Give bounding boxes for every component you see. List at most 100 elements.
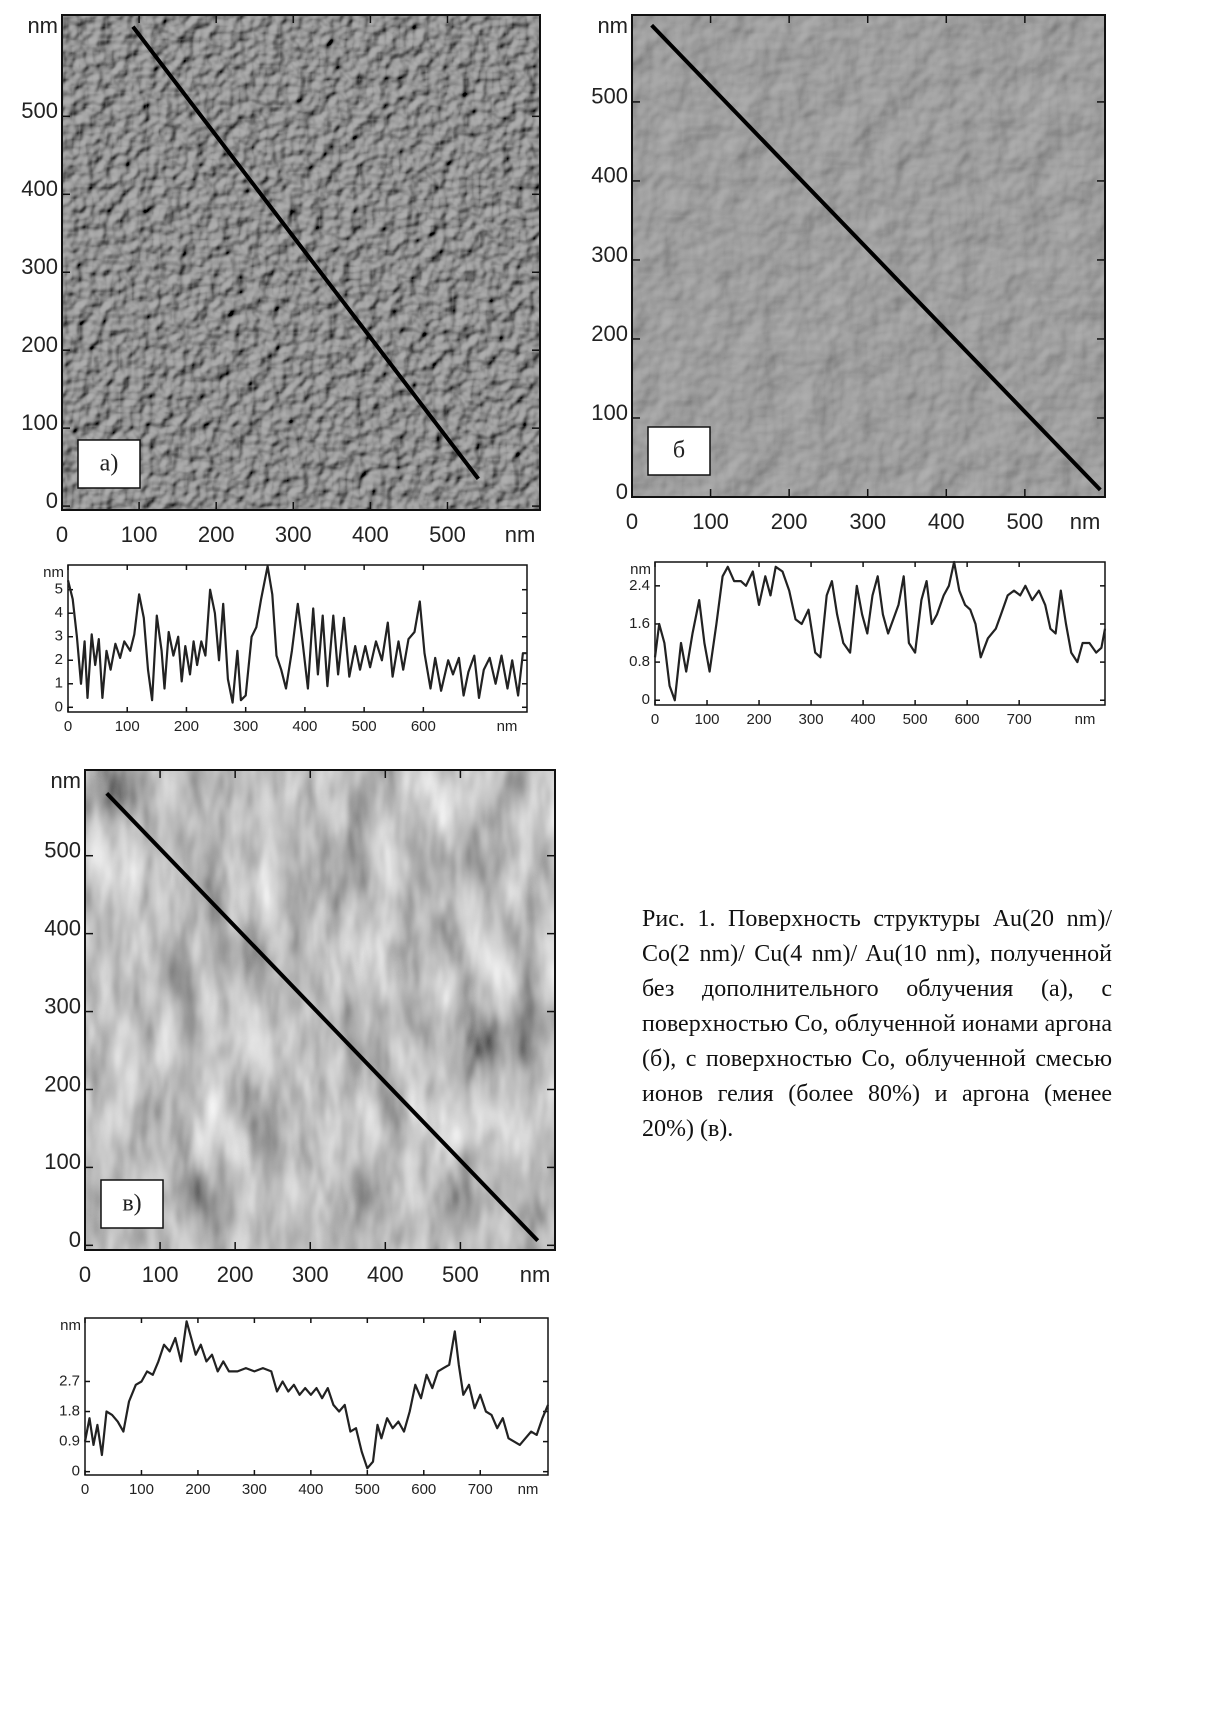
scan-line xyxy=(131,25,480,481)
scan-line xyxy=(105,791,540,1243)
y-tick-label: 200 xyxy=(21,332,58,357)
x-tick-label: 400 xyxy=(928,509,965,534)
x-tick-label: 400 xyxy=(292,718,317,735)
x-tick-label: 100 xyxy=(129,1481,154,1498)
afm-image xyxy=(632,15,1105,497)
x-tick-label: 700 xyxy=(1007,711,1032,728)
plot-frame xyxy=(67,564,528,713)
y-axis-unit: nm xyxy=(597,13,628,38)
x-tick-label: 0 xyxy=(81,1481,89,1498)
y-tick-label: 400 xyxy=(591,163,628,188)
x-tick-label: 400 xyxy=(352,522,389,547)
y-tick-label: 0.8 xyxy=(629,653,650,670)
x-tick-label: 500 xyxy=(429,522,466,547)
y-tick-label: 500 xyxy=(44,838,81,863)
x-tick-label: 500 xyxy=(1006,509,1043,534)
profile-line xyxy=(83,1320,550,1470)
y-tick-label: 5 xyxy=(55,581,63,598)
y-tick-label: 200 xyxy=(591,321,628,346)
x-tick-label: 200 xyxy=(217,1262,254,1287)
x-tick-label: 500 xyxy=(352,718,377,735)
y-tick-label: 400 xyxy=(21,176,58,201)
x-tick-label: 500 xyxy=(903,711,928,728)
y-tick-label: 1.6 xyxy=(629,615,650,632)
y-tick-label: 0 xyxy=(72,1463,80,1480)
y-tick-label: 500 xyxy=(21,98,58,123)
y-tick-label: 500 xyxy=(591,84,628,109)
x-tick-label: 700 xyxy=(468,1481,493,1498)
afm-image xyxy=(62,15,540,510)
y-tick-label: 2.4 xyxy=(629,577,650,594)
profile-line xyxy=(66,565,527,704)
x-axis-unit: nm xyxy=(505,522,536,547)
x-tick-label: 0 xyxy=(64,718,72,735)
x-tick-label: 300 xyxy=(292,1262,329,1287)
panel-label: б xyxy=(673,438,685,464)
x-tick-label: 100 xyxy=(121,522,158,547)
plot-frame xyxy=(84,769,556,1251)
panel-label: в) xyxy=(122,1191,141,1217)
y-axis-unit: nm xyxy=(43,564,64,581)
x-tick-label: 100 xyxy=(142,1262,179,1287)
x-tick-label: 400 xyxy=(298,1481,323,1498)
x-tick-label: 500 xyxy=(442,1262,479,1287)
y-tick-label: 200 xyxy=(44,1071,81,1096)
y-tick-label: 3 xyxy=(55,628,63,645)
profile-line xyxy=(653,560,1107,702)
x-tick-label: 300 xyxy=(275,522,312,547)
plot-frame xyxy=(84,1317,549,1476)
y-tick-label: 2.7 xyxy=(59,1372,80,1389)
x-axis-unit: nm xyxy=(1070,509,1101,534)
y-tick-label: 300 xyxy=(21,254,58,279)
x-tick-label: 200 xyxy=(747,711,772,728)
x-axis-unit: nm xyxy=(1075,711,1096,728)
x-tick-label: 600 xyxy=(411,1481,436,1498)
y-axis-unit: nm xyxy=(50,768,81,793)
y-tick-label: 4 xyxy=(55,604,63,621)
x-axis-unit: nm xyxy=(497,718,518,735)
y-tick-label: 0 xyxy=(55,698,63,715)
scan-line xyxy=(650,23,1102,492)
x-tick-label: 100 xyxy=(115,718,140,735)
x-tick-label: 0 xyxy=(651,711,659,728)
y-axis-unit: nm xyxy=(27,13,58,38)
x-tick-label: 300 xyxy=(242,1481,267,1498)
panel-label-box xyxy=(100,1179,164,1229)
plot-frame xyxy=(61,14,541,511)
y-tick-label: 0 xyxy=(616,479,628,504)
y-axis-unit: nm xyxy=(630,561,651,578)
x-tick-label: 600 xyxy=(411,718,436,735)
y-tick-label: 300 xyxy=(44,993,81,1018)
y-axis-unit: nm xyxy=(60,1317,81,1334)
y-tick-label: 1 xyxy=(55,675,63,692)
x-tick-label: 400 xyxy=(367,1262,404,1287)
y-tick-label: 2 xyxy=(55,651,63,668)
x-tick-label: 300 xyxy=(799,711,824,728)
x-tick-label: 200 xyxy=(174,718,199,735)
panel-label-box xyxy=(77,439,141,489)
y-tick-label: 100 xyxy=(44,1149,81,1174)
x-tick-label: 200 xyxy=(198,522,235,547)
y-tick-label: 100 xyxy=(21,410,58,435)
y-tick-label: 400 xyxy=(44,915,81,940)
x-tick-label: 300 xyxy=(849,509,886,534)
y-tick-label: 0 xyxy=(642,691,650,708)
x-tick-label: 0 xyxy=(79,1262,91,1287)
caption: Рис. 1. Поверхность структуры Au(20 nm)/… xyxy=(642,906,1112,1142)
x-axis-unit: nm xyxy=(520,1262,551,1287)
x-tick-label: 100 xyxy=(692,509,729,534)
y-tick-label: 300 xyxy=(591,242,628,267)
x-tick-label: 300 xyxy=(233,718,258,735)
y-tick-label: 1.8 xyxy=(59,1403,80,1420)
y-tick-label: 100 xyxy=(591,400,628,425)
x-tick-label: 200 xyxy=(771,509,808,534)
x-tick-label: 500 xyxy=(355,1481,380,1498)
x-tick-label: 0 xyxy=(626,509,638,534)
y-tick-label: 0 xyxy=(46,488,58,513)
plot-frame xyxy=(631,14,1106,498)
x-tick-label: 600 xyxy=(955,711,980,728)
y-tick-label: 0 xyxy=(69,1227,81,1252)
y-tick-label: 0.9 xyxy=(59,1433,80,1450)
